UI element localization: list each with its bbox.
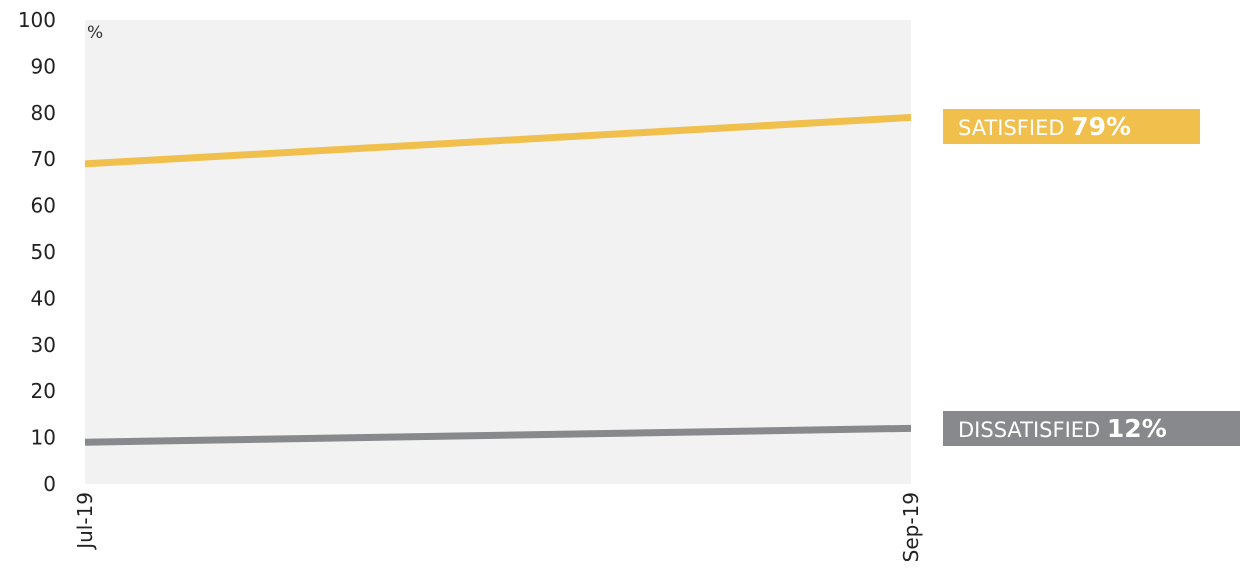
satisfied-series-name: SATISFIED <box>958 116 1065 140</box>
dissatisfied-end-value: 12% <box>1106 414 1167 443</box>
y-tick-label: 70 <box>31 147 56 171</box>
y-tick-label: 10 <box>31 426 56 450</box>
x-tick-label: Sep-19 <box>899 492 923 562</box>
dissatisfied-end-label: DISSATISFIED 12% <box>943 411 1240 446</box>
unit-label: % <box>87 23 103 43</box>
y-tick-label: 90 <box>31 54 56 78</box>
dissatisfied-series-name: DISSATISFIED <box>958 418 1101 442</box>
y-tick-label: 100 <box>18 8 56 32</box>
y-tick-label: 0 <box>43 472 56 496</box>
satisfied-end-value: 79% <box>1071 112 1132 141</box>
y-tick-label: 30 <box>31 333 56 357</box>
y-axis: 0 10 20 30 40 50 60 70 80 90 100 <box>18 8 56 496</box>
y-tick-label: 20 <box>31 379 56 403</box>
y-tick-label: 80 <box>31 101 56 125</box>
series-lines <box>84 113 912 446</box>
plot-area <box>85 20 911 484</box>
x-tick-label: Jul-19 <box>73 492 97 551</box>
y-tick-label: 60 <box>31 194 56 218</box>
x-axis: Jul-19 Sep-19 <box>73 492 923 562</box>
series-line-satisfied <box>84 113 912 168</box>
satisfied-end-label: SATISFIED 79% <box>943 109 1200 144</box>
y-tick-label: 40 <box>31 286 56 310</box>
y-tick-label: 50 <box>31 240 56 264</box>
series-line-dissatisfied <box>84 424 912 446</box>
